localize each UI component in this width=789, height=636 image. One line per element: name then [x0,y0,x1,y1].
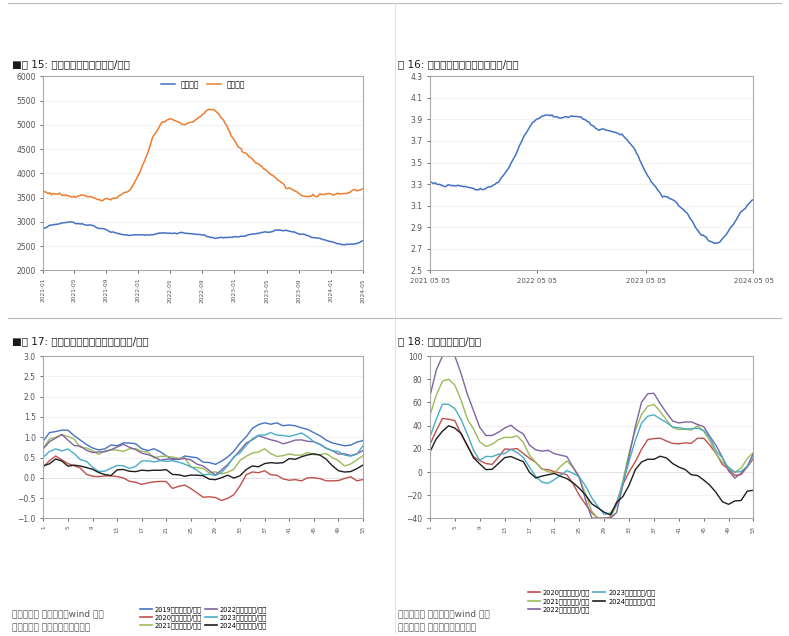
玉米价格 [65,218,74,226]
Text: ■图 15: 玉米豆粣价格走势（元/吨）: ■图 15: 玉米豆粣价格走势（元/吨） [12,59,129,69]
Text: 图 18: 养殖利润（元/羽）: 图 18: 养殖利润（元/羽） [398,336,481,347]
豆粣价格 [358,185,368,193]
豆粣价格 [99,195,109,203]
Text: ■图 17: 鲜鸡蛋单斤平均盈利情况（元/斤）: ■图 17: 鲜鸡蛋单斤平均盈利情况（元/斤） [12,336,148,347]
Line: 豆粣价格: 豆粣价格 [43,109,363,201]
Text: 数据来源： 银河期货，wind 资讯: 数据来源： 银河期货，wind 资讯 [398,609,490,618]
玉米价格 [332,240,342,247]
豆粣价格 [346,188,355,196]
Text: 数据来源： 银河期货，wind 资讯: 数据来源： 银河期货，wind 资讯 [12,609,103,618]
Legend: 2020年毛利（元/羽）, 2021年毛利（元/羽）, 2022年毛利（元/羽）, 2023年毛利（元/羽）, 2024年毛利（元/羽）: 2020年毛利（元/羽）, 2021年毛利（元/羽）, 2022年毛利（元/羽）… [525,587,658,616]
Text: 数据来源： 银河期货，卓创数据: 数据来源： 银河期货，卓创数据 [12,624,90,633]
玉米价格 [346,240,355,248]
玉米价格 [358,237,368,244]
玉米价格 [51,221,61,228]
Legend: 玉米价格, 豆粣价格: 玉米价格, 豆粣价格 [161,80,245,89]
豆粣价格 [39,188,48,195]
Text: 图 16: 单斤鸡蛋对应饰料成本（元/斤）: 图 16: 单斤鸡蛋对应饰料成本（元/斤） [398,59,519,69]
玉米价格 [341,241,350,249]
玉米价格 [39,225,48,232]
豆粣价格 [58,191,67,199]
豆粣价格 [334,190,343,197]
Line: 玉米价格: 玉米价格 [43,222,363,245]
Legend: 2019年毛利（元/斤）, 2020年毛利（元/斤）, 2021年毛利（元/斤）, 2022年毛利（元/斤）, 2023年毛利（元/斤）, 2024年毛利（元/: 2019年毛利（元/斤）, 2020年毛利（元/斤）, 2021年毛利（元/斤）… [137,604,269,632]
豆粣价格 [51,190,61,198]
玉米价格 [125,232,135,239]
豆粣价格 [96,197,106,205]
豆粣价格 [204,106,214,113]
Text: 数据来源： 银河期货，卓创数据: 数据来源： 银河期货，卓创数据 [398,624,477,633]
玉米价格 [58,219,67,226]
豆粣价格 [125,186,135,193]
玉米价格 [99,225,109,233]
